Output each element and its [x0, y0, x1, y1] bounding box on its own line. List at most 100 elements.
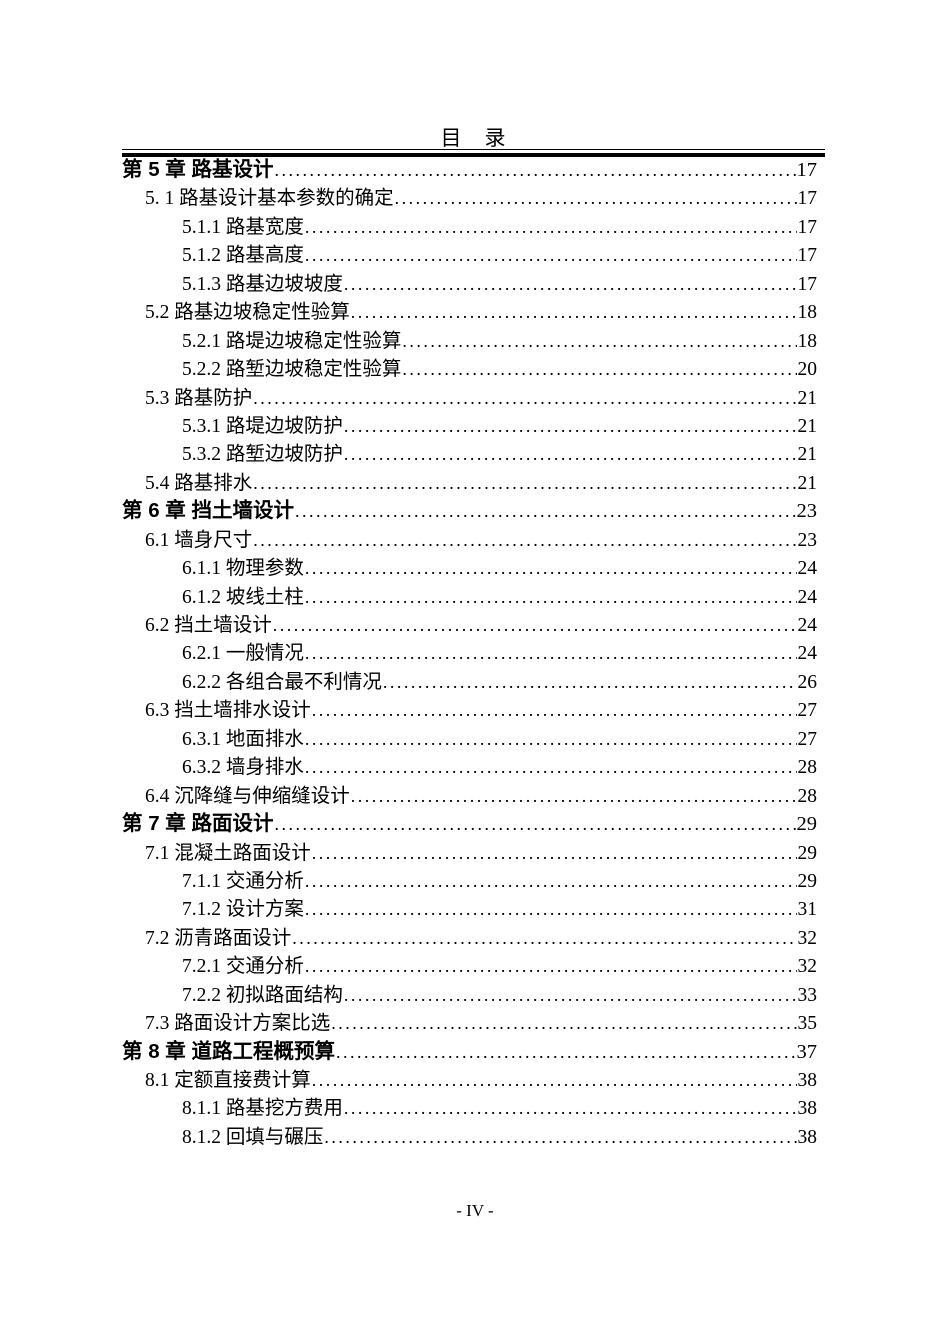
toc-entry-page: 21 — [797, 415, 818, 437]
toc-entry[interactable]: 6.2 挡土墙设计 ..............................… — [122, 611, 825, 639]
toc-entry-label: 第 5 章 路基设计 — [122, 158, 274, 181]
toc-leader-dots: ........................................… — [304, 558, 797, 579]
toc-entry-page: 27 — [797, 728, 818, 750]
toc-entry-page: 29 — [797, 870, 818, 892]
toc-entry[interactable]: 7.1.1 交通分析 .............................… — [122, 867, 825, 895]
toc-entry-label: 7.2 沥青路面设计 — [145, 927, 292, 949]
toc-entry-page: 17 — [796, 159, 818, 181]
toc-leader-dots: ........................................… — [304, 643, 797, 664]
toc-entry-page: 17 — [797, 216, 818, 238]
toc-entry[interactable]: 第 7 章 路面设计 .............................… — [122, 810, 825, 838]
toc-entry[interactable]: 5.1.2 路基高度 .............................… — [122, 241, 825, 269]
toc-entry-page: 28 — [797, 757, 818, 779]
header-rule-thick — [122, 153, 825, 157]
toc-entry[interactable]: 8.1 定额直接费计算 ............................… — [122, 1066, 825, 1094]
toc-entry-page: 24 — [797, 615, 818, 636]
toc-entry[interactable]: 5.3.1 路堤边坡防护 ...........................… — [122, 412, 825, 440]
toc-entry-page: 28 — [797, 785, 818, 807]
toc-entry-page: 29 — [797, 842, 818, 864]
toc-entry[interactable]: 6.3.2 墙身排水 .............................… — [122, 753, 825, 781]
toc-entry-label: 5.3.2 路堑边坡防护 — [182, 444, 343, 466]
toc-entry-page: 29 — [796, 813, 818, 836]
toc-leader-dots: ........................................… — [343, 444, 797, 465]
toc-entry[interactable]: 第 6 章 挡土墙设计 ............................… — [122, 497, 825, 525]
toc-entry-label: 6.3.2 墙身排水 — [182, 757, 304, 779]
toc-entry-label: 第 6 章 挡土墙设计 — [122, 499, 294, 523]
toc-entry-page: 23 — [796, 500, 818, 523]
toc-entry[interactable]: 7.2 沥青路面设计 .............................… — [122, 924, 825, 952]
toc-entry-page: 21 — [797, 387, 818, 409]
toc-entry[interactable]: 8.1.1 路基挖方费用 ...........................… — [122, 1094, 825, 1122]
toc-entry[interactable]: 7.2.2 初拟路面结构 ...........................… — [122, 981, 825, 1009]
toc-entry-label: 第 8 章 道路工程概预算 — [122, 1039, 335, 1063]
toc-entry[interactable]: 6.2.1 一般情况 .............................… — [122, 639, 825, 667]
toc-leader-dots: ........................................… — [295, 501, 796, 522]
toc-entry-label: 5.3 路基防护 — [145, 387, 253, 409]
toc-entry[interactable]: 7.2.1 交通分析 .............................… — [122, 952, 825, 980]
toc-entry-label: 6.2.2 各组合最不利情况 — [182, 671, 382, 693]
toc-entry[interactable]: 5.4 路基排水 ...............................… — [122, 469, 825, 497]
toc-leader-dots: ........................................… — [274, 814, 796, 835]
toc-entry-page: 18 — [797, 302, 818, 324]
toc-entry[interactable]: 5.2.2 路堑边坡稳定性验算 ........................… — [122, 355, 825, 383]
toc-entry-page: 38 — [797, 1098, 818, 1120]
toc-leader-dots: ........................................… — [382, 671, 797, 692]
toc-entry[interactable]: 5.2.1 路堤边坡稳定性验算 ........................… — [122, 327, 825, 355]
toc-leader-dots: ........................................… — [343, 415, 797, 436]
toc-entry[interactable]: 5.1.1 路基宽度 .............................… — [122, 213, 825, 241]
toc-entry[interactable]: 5. 1 路基设计基本参数的确定 .......................… — [122, 184, 825, 212]
toc-leader-dots: ........................................… — [253, 472, 796, 493]
toc-entry[interactable]: 6.1 墙身尺寸 ...............................… — [122, 526, 825, 554]
toc-leader-dots: ........................................… — [402, 330, 797, 351]
toc-leader-dots: ........................................… — [253, 529, 796, 550]
toc-entry[interactable]: 第 5 章 路基设计 .............................… — [122, 156, 825, 184]
toc-entry-label: 5.2.2 路堑边坡稳定性验算 — [182, 359, 402, 381]
toc-leader-dots: ........................................… — [304, 586, 797, 607]
toc-leader-dots: ........................................… — [304, 728, 797, 749]
toc-leader-dots: ........................................… — [350, 302, 797, 323]
toc-entry[interactable]: 7.3 路面设计方案比选 ...........................… — [122, 1009, 825, 1037]
toc-entry[interactable]: 6.3 挡土墙排水设计 ............................… — [122, 696, 825, 724]
toc-entry-page: 37 — [796, 1040, 818, 1063]
toc-entry-label: 7.3 路面设计方案比选 — [145, 1013, 331, 1035]
toc-entry-label: 5.1.1 路基宽度 — [182, 216, 304, 238]
toc-entry[interactable]: 6.1.2 坡线土柱 .............................… — [122, 583, 825, 611]
toc-entry[interactable]: 5.1.3 路基边坡坡度 ...........................… — [122, 270, 825, 298]
toc-entry-label: 6.4 沉降缝与伸缩缝设计 — [145, 785, 350, 807]
toc-leader-dots: ........................................… — [336, 1041, 796, 1062]
toc-entry[interactable]: 7.1.2 设计方案 .............................… — [122, 895, 825, 923]
toc-entry[interactable]: 6.1.1 物理参数 .............................… — [122, 554, 825, 582]
toc-entry-page: 17 — [797, 245, 818, 267]
header-rule-thin — [122, 149, 825, 150]
toc-entry-page: 38 — [797, 1126, 818, 1148]
toc-title: 目 录 — [440, 126, 507, 150]
toc-entry-label: 5.1.2 路基高度 — [182, 245, 304, 267]
toc-entry-label: 8.1.2 回填与碾压 — [182, 1126, 324, 1148]
toc-leader-dots: ........................................… — [304, 956, 797, 977]
toc-entry-label: 6.1.1 物理参数 — [182, 558, 304, 580]
toc-entry[interactable]: 5.2 路基边坡稳定性验算 ..........................… — [122, 298, 825, 326]
footer-page-number: - IV - — [456, 1201, 494, 1220]
toc-entry-label: 5.4 路基排水 — [145, 472, 253, 494]
toc-entry-label: 8.1 定额直接费计算 — [145, 1070, 311, 1091]
toc-entry-label: 8.1.1 路基挖方费用 — [182, 1098, 343, 1120]
toc-leader-dots: ........................................… — [343, 1098, 797, 1119]
toc-entry-label: 7.1 混凝土路面设计 — [145, 842, 311, 864]
toc-entry[interactable]: 5.3 路基防护 ...............................… — [122, 384, 825, 412]
toc-entry[interactable]: 第 8 章 道路工程概预算 ..........................… — [122, 1038, 825, 1066]
toc-entry[interactable]: 6.2.2 各组合最不利情况 .........................… — [122, 668, 825, 696]
toc-entry-page: 23 — [797, 529, 818, 551]
toc-leader-dots: ........................................… — [343, 984, 797, 1005]
toc-entry-page: 38 — [797, 1070, 818, 1091]
toc-entry-page: 21 — [797, 444, 818, 466]
toc-entry[interactable]: 8.1.2 回填与碾压 ............................… — [122, 1123, 825, 1151]
toc-leader-dots: ........................................… — [292, 927, 797, 948]
toc-entry[interactable]: 7.1 混凝土路面设计 ............................… — [122, 839, 825, 867]
toc-entry[interactable]: 6.4 沉降缝与伸缩缝设计 ..........................… — [122, 782, 825, 810]
toc-entry[interactable]: 5.3.2 路堑边坡防护 ...........................… — [122, 440, 825, 468]
toc-entry-page: 31 — [797, 899, 818, 921]
toc-entry[interactable]: 6.3.1 地面排水 .............................… — [122, 725, 825, 753]
toc-entry-label: 5.2 路基边坡稳定性验算 — [145, 302, 350, 324]
toc-entry-page: 24 — [797, 558, 818, 580]
